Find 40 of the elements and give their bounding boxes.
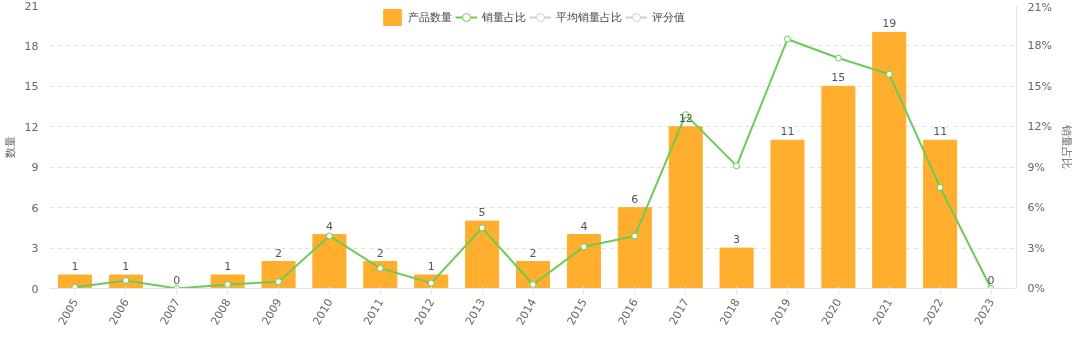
data-label: 4 (325, 219, 333, 233)
data-label: 1 (122, 260, 130, 274)
data-label: 4 (580, 219, 588, 233)
legend-label: 平均销量占比 (555, 9, 622, 25)
data-label: 2 (529, 246, 537, 260)
y2-tick-label: 3% (1027, 241, 1045, 255)
data-label: 0 (987, 273, 995, 287)
data-label: 0 (173, 273, 181, 287)
data-label: 15 (831, 71, 846, 85)
legend-label: 销量占比 (481, 9, 526, 25)
legend-label: 评分值 (651, 9, 685, 25)
y-tick-label: 6 (31, 201, 39, 215)
y2-tick-label: 9% (1027, 160, 1045, 174)
data-label: 11 (780, 125, 795, 139)
y2-tick-label: 15% (1027, 79, 1052, 93)
y-axis-title: 数量 (3, 136, 17, 158)
y2-tick-label: 0% (1027, 282, 1045, 295)
data-label: 3 (733, 233, 741, 247)
y-tick-label: 3 (31, 242, 39, 256)
y2-tick-label: 18% (1027, 39, 1052, 53)
y-tick-label: 0 (31, 282, 39, 296)
data-label: 11 (933, 125, 948, 139)
data-label: 2 (376, 246, 384, 260)
y2-axis-title: 销量占比 (1059, 124, 1073, 169)
y-tick-label: 9 (31, 161, 39, 175)
legend-label: 产品数量 (407, 9, 452, 25)
y2-tick-label: 12% (1027, 120, 1052, 134)
y-tick-label: 21 (24, 0, 39, 13)
data-label: 19 (882, 17, 897, 31)
y-tick-label: 12 (24, 120, 39, 134)
data-label: 1 (71, 260, 79, 274)
data-label: 5 (478, 206, 486, 220)
data-label: 1 (224, 260, 232, 274)
y2-tick-label: 21% (1027, 0, 1052, 14)
data-label: 1 (427, 260, 435, 274)
data-label: 2 (275, 246, 283, 260)
data-label: 6 (631, 192, 639, 206)
y-tick-label: 15 (24, 80, 39, 94)
y-tick-label: 18 (24, 39, 39, 53)
y2-tick-label: 6% (1027, 201, 1045, 215)
